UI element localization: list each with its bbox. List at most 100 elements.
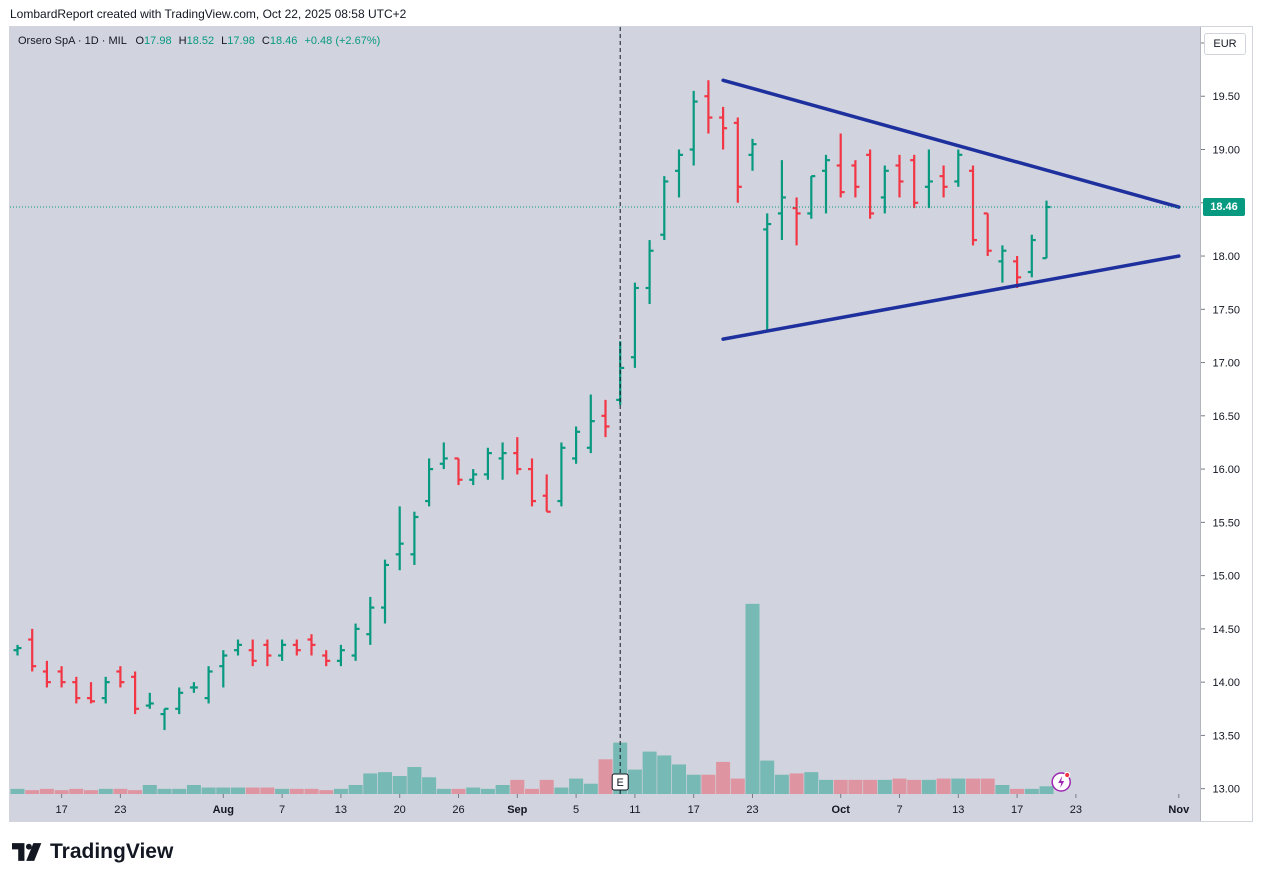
volume-bar-16 [245, 787, 260, 794]
symbol-name[interactable]: Orsero SpA · 1D · MIL [18, 35, 127, 47]
ohlc-bar-2 [42, 660, 51, 688]
ohlc-bar-28 [425, 458, 434, 507]
volume-bar-44 [657, 755, 672, 794]
volume-bar-47 [701, 774, 716, 794]
volume-bar-59 [877, 779, 892, 794]
low-label: L [221, 35, 228, 47]
change-value: +0.48 (+2.67%) [304, 35, 381, 47]
chart-frame [9, 26, 1253, 822]
price-tick-label-11: 14.50 [1212, 624, 1240, 636]
ohlc-bar-46 [689, 90, 698, 166]
tradingview-branding[interactable]: TradingView [12, 840, 173, 864]
volume-bar-54 [804, 772, 819, 794]
price-tick-label-10: 15.00 [1212, 571, 1240, 583]
ohlc-bar-0 [13, 644, 22, 656]
trendlines[interactable] [721, 78, 1181, 341]
earnings-marker-label: E [617, 777, 624, 789]
price-tick-label-13: 13.50 [1212, 730, 1240, 742]
ohlc-bar-52 [777, 160, 786, 241]
volume-bar-11 [172, 788, 187, 794]
ohlc-bar-68 [1013, 256, 1022, 288]
brand-name: TradingView [50, 840, 174, 863]
forecast-lightning-icon[interactable] [1051, 771, 1071, 792]
volume-bar-53 [789, 773, 804, 794]
volume-bar-6 [98, 788, 113, 794]
time-tick-label-13: 7 [896, 804, 902, 816]
volume-bar-52 [774, 774, 789, 794]
ohlc-bar-42 [630, 282, 639, 368]
volume-bar-13 [201, 787, 216, 794]
volume-bar-5 [84, 790, 98, 794]
ohlc-bar-37 [557, 442, 566, 507]
volume-bar-43 [642, 751, 657, 794]
volume-bar-33 [495, 785, 510, 794]
volume-bar-3 [54, 790, 69, 794]
ohlc-bar-56 [836, 133, 845, 198]
price-tick-label-5: 17.50 [1212, 304, 1240, 316]
ohlc-bar-23 [351, 623, 360, 661]
time-axis-area [10, 794, 1200, 821]
volume-bar-58 [863, 779, 878, 794]
volume-bar-9 [142, 785, 157, 794]
ohlc-bar-38 [572, 426, 581, 464]
volume-bar-22 [333, 788, 348, 794]
ohlc-bar-54 [807, 175, 816, 219]
ohlc-bar-31 [469, 469, 478, 486]
currency-button[interactable]: EUR [1204, 33, 1246, 55]
volume-bar-38 [569, 778, 584, 794]
earnings-marker[interactable]: E [611, 773, 629, 791]
time-axis-ticks: 17 23 Aug 7 13 20 26 Sep 5 11 17 23 Oct 7 13 17 23 Nov [55, 794, 1190, 816]
ohlc-bar-47 [704, 80, 713, 134]
time-tick-label-17: Nov [1168, 804, 1190, 816]
ohlc-bar-11 [175, 687, 184, 715]
volume-bar-28 [422, 777, 437, 794]
ohlc-bar-50 [748, 138, 757, 171]
time-tick-label-12: Oct [832, 804, 851, 816]
price-tick-label-1: 19.50 [1212, 91, 1240, 103]
volume-bar-27 [407, 767, 422, 794]
high-label: H [178, 35, 187, 47]
ohlc-bar-1 [28, 628, 37, 672]
volume-bar-64 [951, 778, 966, 794]
ohlc-bar-64 [954, 149, 963, 187]
volume-bar-60 [892, 778, 907, 794]
trendline-upper[interactable] [721, 78, 1181, 209]
ohlc-bar-29 [439, 442, 448, 470]
price-tick-label-6: 17.00 [1212, 358, 1240, 370]
volume-bars [10, 603, 1054, 794]
volume-bar-18 [275, 788, 290, 794]
ohlc-bar-62 [924, 149, 933, 209]
price-tick-label-12: 14.00 [1212, 677, 1240, 689]
tradingview-logo-icon [12, 843, 42, 861]
volume-bar-8 [128, 790, 143, 794]
volume-bar-21 [319, 790, 334, 794]
volume-bar-49 [730, 778, 745, 794]
open-label: O [135, 35, 145, 47]
high-value: 18.52 [186, 35, 215, 47]
ohlc-bar-53 [792, 197, 801, 246]
time-tick-label-11: 23 [746, 804, 758, 816]
trendline-lower[interactable] [721, 254, 1181, 341]
volume-bar-31 [466, 787, 481, 794]
time-tick-label-2: Aug [213, 804, 234, 816]
time-tick-label-15: 17 [1011, 804, 1023, 816]
time-tick-label-0: 17 [55, 804, 67, 816]
ohlc-bar-26 [395, 506, 404, 571]
symbol-legend: Orsero SpA · 1D · MIL O17.98 H18.52 L17.… [18, 35, 380, 47]
ohlc-bar-14 [219, 650, 228, 688]
volume-bar-45 [672, 764, 686, 794]
price-tick-label-2: 19.00 [1212, 145, 1240, 157]
volume-bar-50 [745, 603, 760, 794]
chart-overlays: E [10, 27, 1200, 794]
ohlc-bar-4 [72, 676, 81, 704]
ohlc-bar-40 [601, 399, 610, 438]
time-tick-label-3: 7 [279, 804, 285, 816]
volume-bar-56 [833, 779, 848, 794]
time-tick-label-1: 23 [114, 804, 126, 816]
volume-bar-69 [1024, 788, 1039, 794]
time-tick-label-9: 11 [629, 804, 640, 816]
ohlc-bar-58 [866, 149, 875, 219]
price-tick-label-14: 13.00 [1212, 784, 1240, 796]
time-tick-label-14: 13 [952, 804, 964, 816]
